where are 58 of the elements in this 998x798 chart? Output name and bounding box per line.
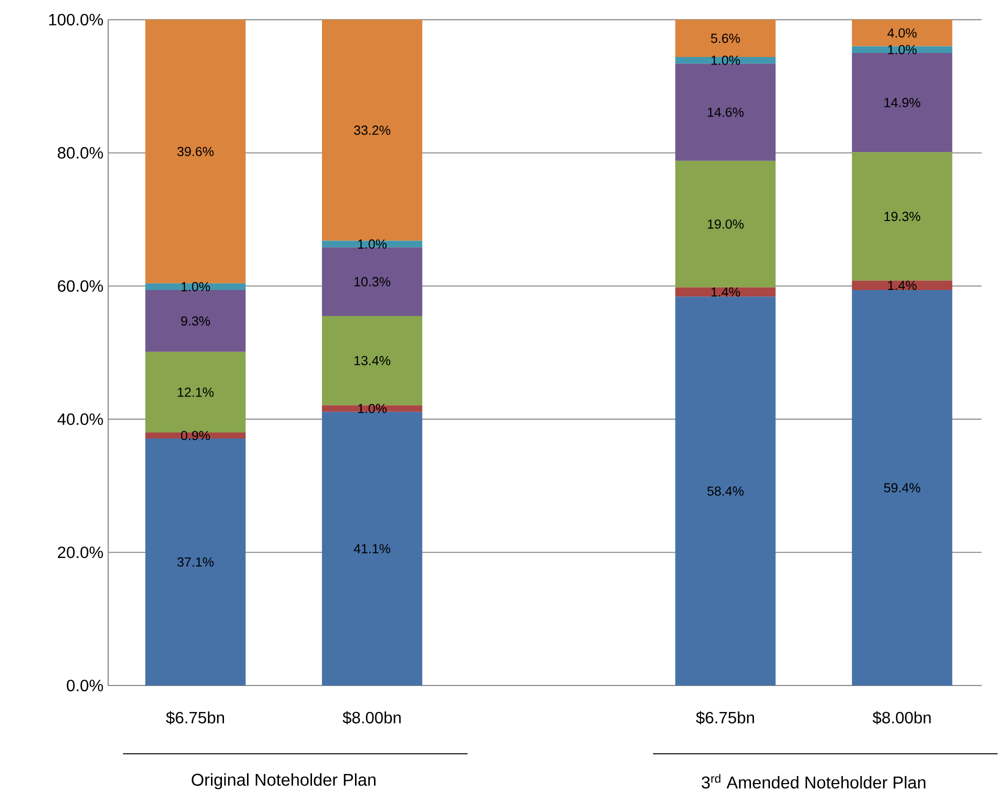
bar (852, 290, 952, 686)
x-tick-label: $8.00bn (872, 711, 931, 725)
data-label: 4.0% (887, 28, 917, 38)
data-label: 33.2% (354, 126, 390, 136)
bar (145, 438, 246, 686)
bar (322, 240, 422, 248)
bar (852, 152, 952, 281)
data-label: 5.6% (711, 34, 740, 44)
y-tick-label: 60.0% (58, 280, 103, 292)
bar (145, 284, 246, 290)
data-label: 1.0% (358, 404, 387, 414)
data-label: 14.9% (884, 98, 920, 108)
data-label: 14.6% (708, 108, 744, 118)
bar (852, 280, 952, 290)
bar (852, 53, 952, 152)
data-label: 59.4% (884, 483, 920, 493)
x-tick-label: $6.75bn (166, 711, 224, 725)
y-tick-label: 0.0% (66, 680, 103, 692)
bar (322, 316, 422, 406)
bar (675, 64, 776, 162)
data-label: 1.4% (888, 280, 917, 290)
y-tick-label: 40.0% (57, 414, 103, 426)
bar (675, 161, 776, 288)
data-label: 19.0% (708, 220, 744, 229)
bar (322, 405, 422, 412)
bar (322, 248, 422, 316)
y-tick-label: 100.0% (49, 14, 103, 26)
y-tick-label: 80.0% (58, 147, 103, 159)
bar (145, 432, 246, 439)
bar (145, 20, 246, 284)
bar (675, 20, 776, 58)
data-label: 1.0% (712, 56, 740, 66)
data-label: 58.4% (707, 486, 744, 496)
data-label: 1.4% (712, 288, 740, 297)
data-label: 13.4% (354, 356, 390, 366)
bar (852, 46, 952, 54)
data-label: 10.3% (354, 277, 390, 286)
text: 3$^{rd}$ Amended Noteholder Plan (702, 774, 926, 789)
bar (675, 296, 776, 686)
y-tick-label: 20.0% (58, 546, 103, 558)
bar (145, 290, 246, 352)
bar (852, 20, 952, 46)
x-tick-label: $6.75bn (696, 711, 754, 725)
x-tick-label: $8.00bn (342, 711, 401, 725)
data-label: 41.1% (354, 544, 390, 554)
bar (322, 20, 422, 241)
data-label: 1.0% (182, 282, 210, 292)
data-label: 1.0% (358, 240, 387, 249)
data-label: 9.3% (181, 316, 210, 326)
data-label: 0.9% (181, 431, 210, 440)
data-label: 37.1% (177, 558, 214, 567)
bar (322, 412, 422, 686)
data-label: 19.3% (884, 212, 920, 222)
bar (675, 57, 776, 64)
data-label: 1.0% (888, 45, 917, 54)
data-label: 39.6% (177, 147, 214, 156)
data-label: 12.1% (178, 388, 214, 398)
text: Original Noteholder Plan (192, 773, 376, 790)
